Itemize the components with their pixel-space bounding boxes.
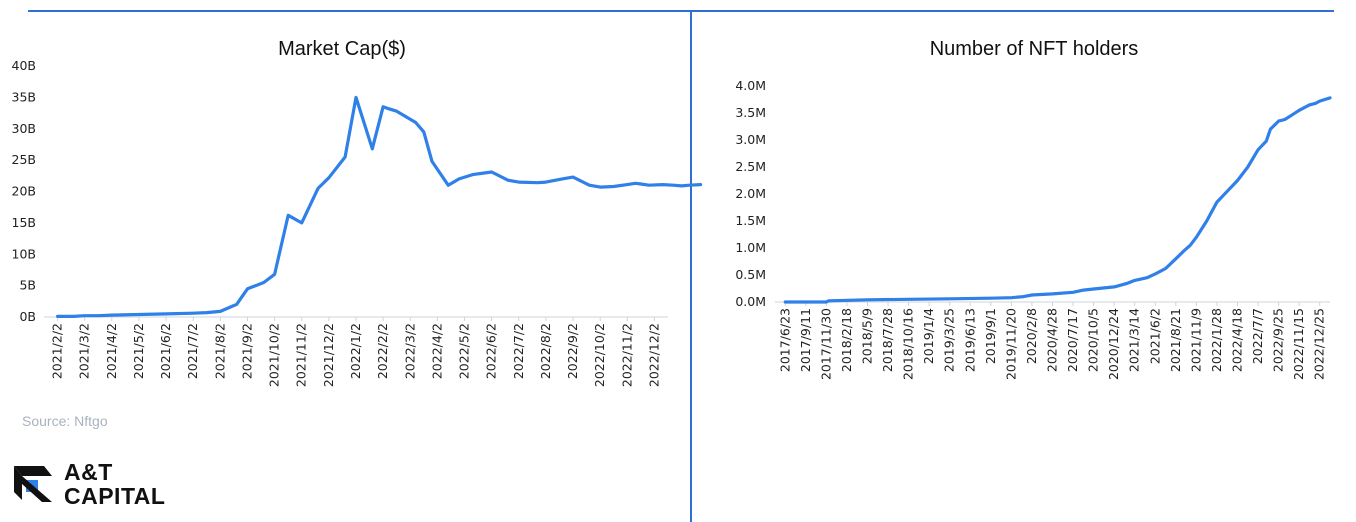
- mcap-x-tick-label: 2022/5/2: [457, 323, 472, 379]
- brand-logo: A&T CAPITAL: [12, 460, 222, 510]
- logo-line-2: CAPITAL: [64, 483, 166, 509]
- holders-series-line: [783, 96, 1332, 304]
- holders-x-tick-label: 2017/6/23: [777, 308, 792, 372]
- holders-x-tick-label: 2022/4/18: [1230, 308, 1245, 372]
- holders-x-tick-label: 2018/5/9: [860, 308, 875, 364]
- mcap-x-tick-label: 2021/4/2: [104, 323, 119, 379]
- source-note: Source: Nftgo: [22, 413, 108, 429]
- holders-x-tick-label: 2021/3/14: [1127, 308, 1142, 372]
- holders-x-tick-label: 2020/12/24: [1106, 308, 1121, 380]
- mcap-x-tick-label: 2021/3/2: [77, 323, 92, 379]
- holders-y-tick-label: 3.5M: [735, 105, 766, 120]
- mcap-x-tick-label: 2022/1/2: [348, 323, 363, 379]
- holders-x-tick-label: 2019/11/20: [1003, 308, 1018, 380]
- mcap-x-tick-label: 2021/9/2: [239, 323, 254, 379]
- holders-x-tick-label: 2022/11/15: [1291, 308, 1306, 380]
- mcap-x-tick-label: 2022/9/2: [565, 323, 580, 379]
- at-capital-logo-icon: [14, 466, 52, 502]
- mcap-x-tick-label: 2022/10/2: [592, 323, 607, 387]
- mcap-x-tick-label: 2021/6/2: [158, 323, 173, 379]
- mcap-x-tick-label: 2021/5/2: [131, 323, 146, 379]
- holders-chart-title: Number of NFT holders: [930, 38, 1139, 60]
- holders-x-tick-label: 2019/3/25: [942, 308, 957, 372]
- holders-x-tick-label: 2020/4/28: [1045, 308, 1060, 372]
- mcap-x-tick-label: 2021/7/2: [185, 323, 200, 379]
- mcap-y-tick-label: 10B: [12, 246, 36, 261]
- holders-y-tick-label: 0.0M: [735, 294, 766, 309]
- holders-x-tick-label: 2020/7/17: [1065, 308, 1080, 372]
- holders-x-tick-label: 2021/6/2: [1147, 308, 1162, 364]
- mcap-x-tick-label: 2022/7/2: [511, 323, 526, 379]
- mcap-y-tick-label: 20B: [12, 184, 36, 199]
- holders-x-tick-label: 2019/9/1: [983, 308, 998, 364]
- holders-y-tick-label: 0.5M: [735, 267, 766, 282]
- mcap-x-tick-label: 2022/6/2: [484, 323, 499, 379]
- holders-y-tick-label: 1.5M: [735, 213, 766, 228]
- holders-x-tick-label: 2022/7/7: [1250, 308, 1265, 364]
- panel-divider: [690, 10, 692, 522]
- mcap-y-tick-label: 30B: [12, 121, 36, 136]
- mcap-y-tick-label: 5B: [19, 278, 36, 293]
- mcap-y-tick-label: 40B: [12, 58, 36, 73]
- mcap-x-tick-label: 2022/8/2: [538, 323, 553, 379]
- mcap-x-tick-label: 2021/8/2: [212, 323, 227, 379]
- holders-x-tick-label: 2017/9/11: [798, 308, 813, 372]
- logo-line-1: A&T: [64, 459, 113, 485]
- holders-y-tick-label: 2.5M: [735, 159, 766, 174]
- mcap-x-tick-label: 2022/4/2: [429, 323, 444, 379]
- holders-x-tick-label: 2021/8/21: [1168, 308, 1183, 372]
- mcap-x-tick-label: 2021/10/2: [267, 323, 282, 387]
- mcap-y-tick-label: 15B: [12, 215, 36, 230]
- holders-y-tick-label: 2.0M: [735, 186, 766, 201]
- mcap-x-tick-label: 2022/12/2: [646, 323, 661, 387]
- holders-y-tick-label: 4.0M: [735, 78, 766, 93]
- holders-x-tick-label: 2022/9/25: [1271, 308, 1286, 372]
- mcap-x-tick-label: 2022/3/2: [402, 323, 417, 379]
- holders-x-tick-label: 2022/12/25: [1312, 308, 1327, 380]
- mcap-x-tick-label: 2021/11/2: [294, 323, 309, 387]
- holders-x-tick-label: 2020/10/5: [1086, 308, 1101, 372]
- holders-y-tick-label: 1.0M: [735, 240, 766, 255]
- holders-x-tick-label: 2018/7/28: [880, 308, 895, 372]
- mcap-chart-title: Market Cap($): [278, 38, 406, 60]
- mcap-series-line: [55, 95, 703, 318]
- holders-y-tick-label: 3.0M: [735, 132, 766, 147]
- mcap-x-tick-label: 2021/2/2: [50, 323, 65, 379]
- holders-x-tick-label: 2019/6/13: [962, 308, 977, 372]
- holders-x-tick-label: 2017/11/30: [818, 308, 833, 380]
- mcap-y-tick-label: 25B: [12, 152, 36, 167]
- mcap-y-tick-label: 0B: [19, 309, 36, 324]
- holders-x-tick-label: 2019/1/4: [921, 308, 936, 364]
- holders-x-tick-label: 2022/1/28: [1209, 308, 1224, 372]
- holders-x-tick-label: 2020/2/8: [1024, 308, 1039, 364]
- holders-x-tick-label: 2018/10/16: [901, 308, 916, 380]
- mcap-x-tick-label: 2022/2/2: [375, 323, 390, 379]
- holders-x-tick-label: 2018/2/18: [839, 308, 854, 372]
- holders-x-tick-label: 2021/11/9: [1188, 308, 1203, 372]
- mcap-x-tick-label: 2021/12/2: [321, 323, 336, 387]
- mcap-y-tick-label: 35B: [12, 89, 36, 104]
- top-rule: [28, 10, 1334, 12]
- mcap-x-tick-label: 2022/11/2: [619, 323, 634, 387]
